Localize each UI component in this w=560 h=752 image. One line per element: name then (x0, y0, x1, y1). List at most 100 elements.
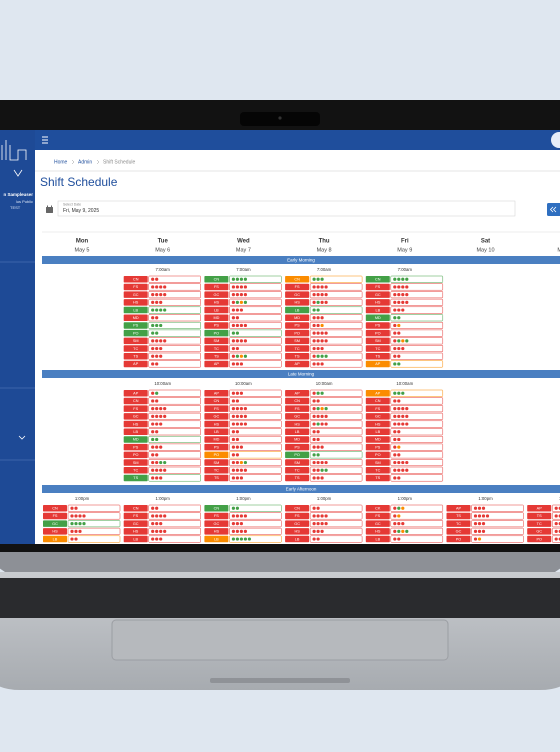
shift-cell[interactable]: PS (204, 321, 282, 329)
shift-cell[interactable]: PO (527, 535, 560, 543)
shift-cell[interactable]: TS (123, 474, 201, 482)
shift-cell[interactable]: AP (204, 389, 282, 397)
shift-cell[interactable]: CN (365, 397, 444, 405)
sidebar-chevron[interactable] (18, 435, 26, 440)
shift-cell[interactable]: FS (204, 283, 282, 291)
shift-cell[interactable]: TC (123, 345, 201, 353)
shift-cell[interactable]: HS (204, 298, 282, 306)
shift-cell[interactable]: MD (204, 314, 282, 322)
shift-cell[interactable]: CN (204, 397, 282, 405)
shift-cell[interactable]: CN (43, 504, 121, 512)
shift-cell[interactable]: MD (285, 314, 363, 322)
shift-cell[interactable]: TC (527, 520, 560, 528)
shift-cell[interactable]: FS (365, 283, 444, 291)
shift-cell[interactable]: GC (285, 520, 363, 528)
shift-cell[interactable]: HS (365, 527, 444, 535)
shift-cell[interactable]: FS (123, 283, 201, 291)
shift-cell[interactable]: PO (365, 451, 444, 459)
shift-cell[interactable]: LB (204, 428, 282, 436)
shift-cell[interactable]: SM (204, 459, 282, 467)
shift-cell[interactable]: AP (285, 389, 363, 397)
shift-cell[interactable]: TC (285, 466, 363, 474)
shift-cell[interactable]: AP (123, 389, 201, 397)
shift-cell[interactable]: PS (123, 443, 201, 451)
shift-cell[interactable]: TC (446, 520, 524, 528)
shift-cell[interactable]: GC (365, 412, 444, 420)
shift-cell[interactable]: FS (123, 405, 201, 413)
shift-cell[interactable]: GC (285, 291, 363, 299)
shift-cell[interactable]: HS (43, 527, 121, 535)
shift-cell[interactable]: CN (123, 504, 201, 512)
shift-cell[interactable]: FS (365, 512, 444, 520)
shift-cell[interactable]: PO (123, 329, 201, 337)
shift-cell[interactable]: HS (123, 298, 201, 306)
shift-cell[interactable]: HS (123, 527, 201, 535)
shift-cell[interactable]: HS (285, 527, 363, 535)
menu-button[interactable] (42, 136, 48, 144)
shift-cell[interactable]: FS (204, 512, 282, 520)
shift-cell[interactable]: GC (527, 527, 560, 535)
shift-cell[interactable]: PO (285, 451, 363, 459)
date-input[interactable] (57, 200, 516, 217)
shift-cell[interactable]: LB (123, 535, 201, 543)
shift-cell[interactable]: TS (285, 474, 363, 482)
shift-cell[interactable]: LB (365, 428, 444, 436)
shift-cell[interactable]: AP (365, 360, 444, 368)
shift-cell[interactable]: AP (204, 360, 282, 368)
shift-cell[interactable]: TC (365, 345, 444, 353)
shift-cell[interactable]: LB (365, 306, 444, 314)
shift-cell[interactable]: TC (365, 466, 444, 474)
shift-cell[interactable]: GC (123, 412, 201, 420)
shift-cell[interactable]: LB (43, 535, 121, 543)
shift-cell[interactable]: PO (285, 329, 363, 337)
shift-cell[interactable]: LB (285, 428, 363, 436)
shift-cell[interactable]: HS (365, 420, 444, 428)
breadcrumb-link[interactable]: Admin (78, 159, 92, 165)
shift-cell[interactable]: FS (43, 512, 121, 520)
shift-cell[interactable]: PS (123, 321, 201, 329)
shift-cell[interactable]: CN (285, 397, 363, 405)
shift-cell[interactable]: MD (123, 314, 201, 322)
shift-cell[interactable]: TC (123, 466, 201, 474)
shift-cell[interactable]: PO (123, 451, 201, 459)
shift-cell[interactable]: LB (123, 428, 201, 436)
shift-cell[interactable]: TS (123, 352, 201, 360)
shift-cell[interactable]: TS (446, 512, 524, 520)
shift-cell[interactable]: LB (285, 306, 363, 314)
shift-cell[interactable]: CN (365, 275, 444, 283)
shift-cell[interactable]: MD (204, 435, 282, 443)
shift-cell[interactable]: HS (204, 527, 282, 535)
shift-cell[interactable]: SM (123, 337, 201, 345)
shift-cell[interactable]: GC (365, 520, 444, 528)
shift-cell[interactable]: FS (365, 405, 444, 413)
shift-cell[interactable]: TC (285, 345, 363, 353)
shift-cell[interactable]: GC (285, 412, 363, 420)
shift-cell[interactable]: SM (365, 337, 444, 345)
shift-cell[interactable]: MD (285, 435, 363, 443)
shift-cell[interactable]: LB (365, 535, 444, 543)
shift-cell[interactable]: SM (365, 459, 444, 467)
shift-cell[interactable]: SM (204, 337, 282, 345)
shift-cell[interactable]: GC (365, 291, 444, 299)
shift-cell[interactable]: MD (365, 435, 444, 443)
shift-cell[interactable]: PS (204, 443, 282, 451)
shift-cell[interactable]: CN (123, 275, 201, 283)
shift-cell[interactable]: AP (285, 360, 363, 368)
shift-cell[interactable]: TS (365, 474, 444, 482)
shift-cell[interactable]: SM (285, 459, 363, 467)
shift-cell[interactable]: FS (285, 405, 363, 413)
shift-cell[interactable]: MD (365, 314, 444, 322)
shift-cell[interactable]: FS (285, 283, 363, 291)
shift-cell[interactable]: FS (123, 512, 201, 520)
shift-cell[interactable]: HS (204, 420, 282, 428)
shift-cell[interactable]: AP (365, 389, 444, 397)
shift-cell[interactable]: HS (285, 420, 363, 428)
shift-cell[interactable]: TS (527, 512, 560, 520)
shift-cell[interactable]: CK (365, 504, 444, 512)
shift-cell[interactable]: CN (123, 397, 201, 405)
shift-cell[interactable]: PO (365, 329, 444, 337)
shift-cell[interactable]: HS (365, 298, 444, 306)
shift-cell[interactable]: PS (365, 443, 444, 451)
shift-cell[interactable]: CN (204, 504, 282, 512)
shift-cell[interactable]: FS (204, 405, 282, 413)
